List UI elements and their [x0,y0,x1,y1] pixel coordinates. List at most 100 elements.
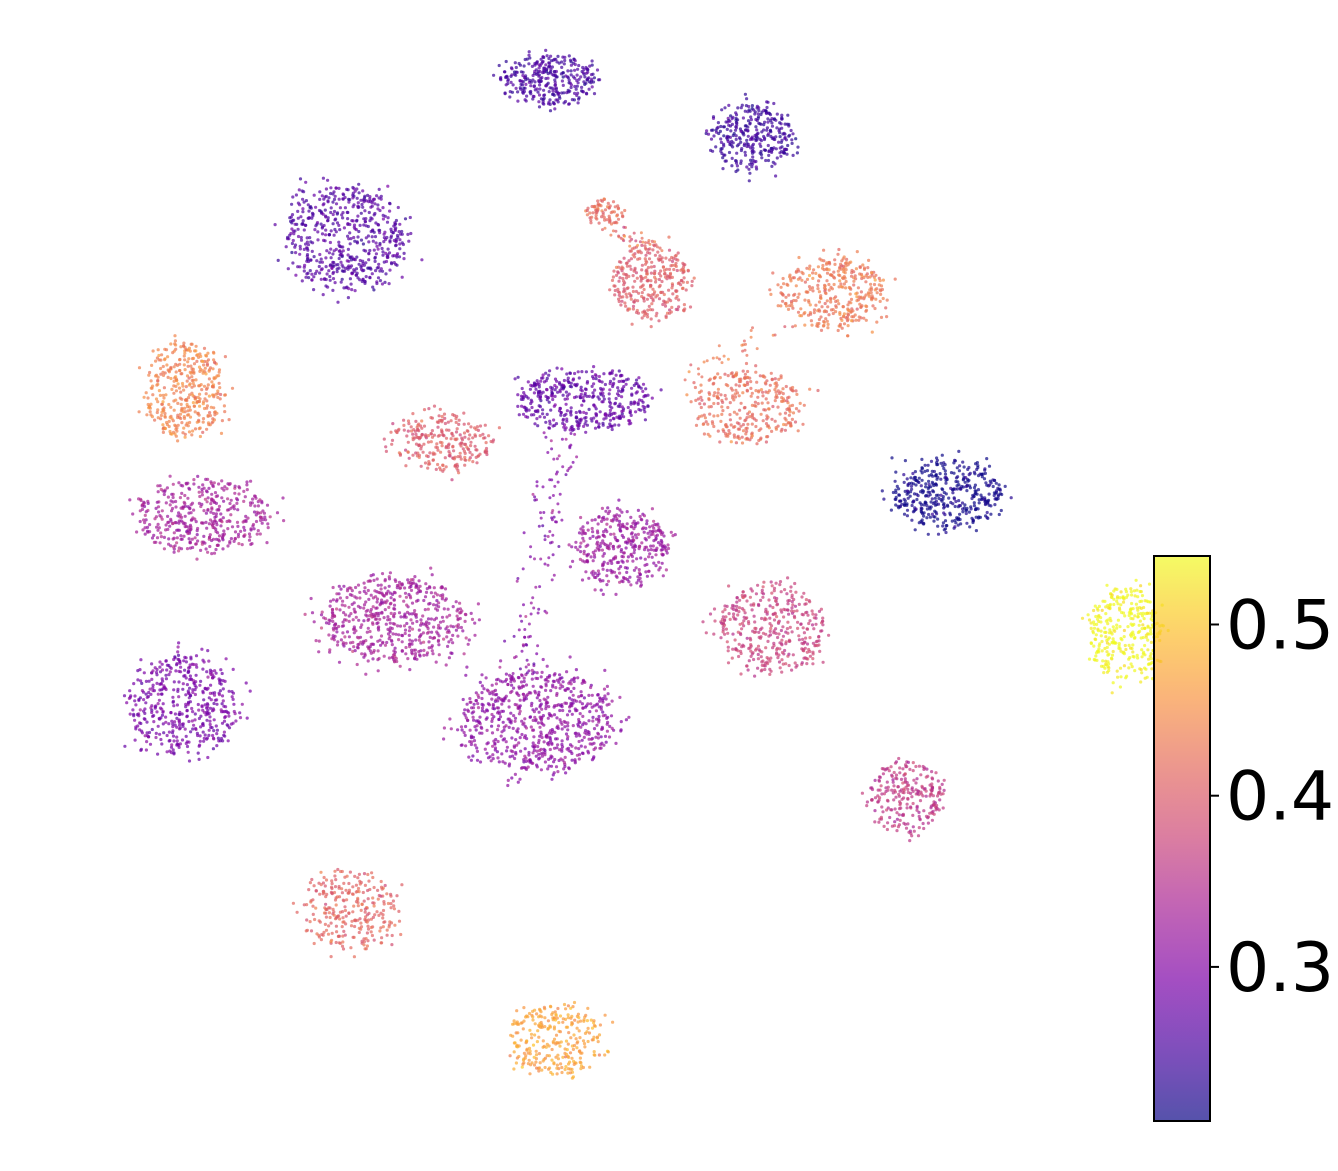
data-point [159,413,163,418]
data-point [446,446,450,450]
data-point [922,514,926,518]
data-point [158,541,162,545]
data-point [864,318,868,322]
data-point [926,463,930,467]
data-point [992,491,997,495]
data-point [653,275,657,279]
data-point [446,644,450,649]
data-point [298,203,302,207]
data-point [802,312,806,316]
data-point [364,275,368,279]
data-point [438,433,442,437]
data-point [583,531,588,536]
data-point [613,284,617,288]
data-point [793,420,798,424]
data-point [217,504,222,508]
data-point [211,498,215,502]
data-point [712,414,716,418]
data-point [972,494,976,498]
data-point [911,471,915,476]
data-point [649,325,653,329]
data-point [285,237,290,241]
data-point [544,371,548,375]
data-point [929,473,934,477]
data-point [414,419,418,423]
data-point [792,298,796,303]
data-point [595,546,599,550]
data-point [235,497,239,501]
data-point [536,381,540,385]
data-point [162,409,166,413]
data-point [716,429,720,433]
cluster-c04 [608,235,696,329]
data-point [716,121,721,125]
data-point [782,150,786,154]
data-point [425,587,429,591]
data-point [362,223,366,227]
data-point [679,278,684,283]
data-point [355,240,359,244]
data-point [176,382,180,386]
data-point [256,504,260,508]
data-point [931,490,936,494]
data-point [368,199,372,203]
data-point [562,378,567,383]
data-point [805,290,809,294]
data-point [194,349,198,353]
data-point [194,344,198,348]
data-point [928,490,932,494]
data-point [967,478,971,482]
data-point [585,208,589,213]
data-point [536,90,540,94]
data-point [924,482,928,486]
data-point [441,433,445,437]
data-point [181,384,185,388]
data-point [648,552,652,556]
data-point [355,645,360,650]
data-point [952,471,956,475]
data-point [637,568,641,572]
data-point [638,573,642,577]
data-point [316,238,320,242]
data-point [926,494,930,498]
data-point [451,605,455,609]
data-point [218,386,222,390]
data-point [159,535,163,539]
data-point [625,261,629,265]
data-point [765,417,769,421]
data-point [402,599,406,603]
data-point [790,138,794,142]
data-point [635,276,639,280]
data-point [613,402,617,406]
data-point [746,437,750,441]
data-point [933,515,937,519]
data-point [878,299,882,303]
data-point [301,197,305,201]
data-point [754,424,758,429]
data-point [172,384,176,388]
data-point [399,586,403,590]
data-point [202,406,207,411]
data-point [348,256,352,260]
data-point [649,279,653,283]
data-point [826,305,830,309]
data-point [649,317,653,321]
data-point [940,453,944,457]
data-point [927,479,931,483]
data-point [349,264,354,268]
data-point [366,645,370,649]
data-point [299,235,303,240]
data-point [518,79,523,83]
data-point [583,416,587,420]
data-point [576,548,580,552]
data-point [444,597,448,601]
data-point [682,276,686,280]
data-point [204,354,209,358]
data-point [458,607,462,611]
data-point [426,440,431,444]
data-point [902,503,907,507]
data-point [792,276,796,280]
data-point [321,293,325,297]
data-point [200,493,204,497]
data-point [174,505,178,509]
